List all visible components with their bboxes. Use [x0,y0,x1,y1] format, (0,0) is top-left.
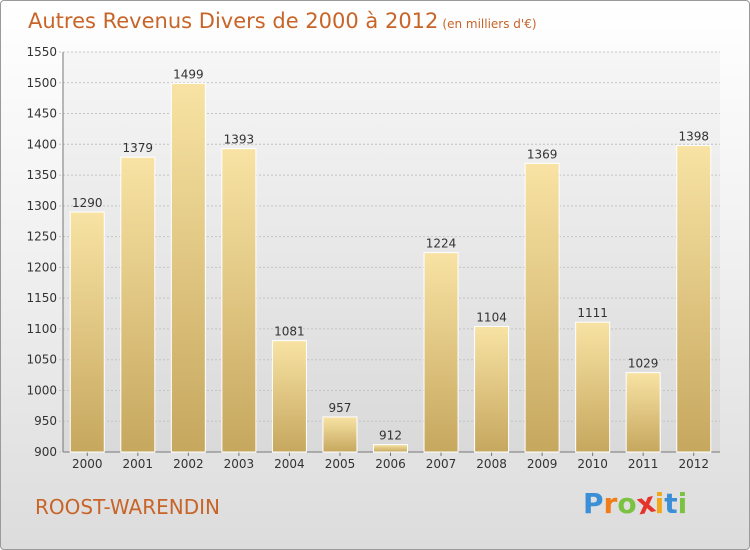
bar-2004 [271,340,307,453]
logo-letter: o [617,487,637,520]
x-tick-label-2002: 2002 [173,457,204,471]
x-tick-label-2012: 2012 [678,457,709,471]
bar-2007 [423,252,459,453]
data-label-2010: 1111 [577,306,608,320]
location-name: ROOST-WARENDIN [35,495,220,519]
data-label-2011: 1029 [628,357,659,371]
bar-2008 [474,325,510,453]
bar-2000 [69,211,105,453]
proxiti-logo: Proxiti [583,485,688,521]
data-label-2008: 1104 [476,310,507,324]
y-tick-label: 1500 [26,76,57,90]
y-tick-label: 1000 [26,383,57,397]
data-label-2007: 1224 [426,237,457,251]
bar-2012 [676,145,712,453]
logo-letter: r [603,487,618,520]
x-tick-label-2001: 2001 [123,457,154,471]
bar-2009 [524,162,560,453]
y-tick-label: 1350 [26,168,57,182]
logo-letter: P [583,487,604,520]
bar-2003 [221,148,257,453]
x-tick-label-2004: 2004 [274,457,305,471]
x-tick-label-2011: 2011 [628,457,659,471]
bar-2002 [170,82,206,453]
bar-2001 [120,156,156,453]
y-tick-label: 1550 [26,45,57,59]
y-tick-label: 1450 [26,107,57,121]
bar-2010 [575,321,611,453]
y-tick-label: 1400 [26,137,57,151]
x-tick-label-2010: 2010 [577,457,608,471]
data-label-2012: 1398 [678,130,709,144]
x-tick-label-2003: 2003 [224,457,255,471]
y-tick-label: 1100 [26,322,57,336]
data-label-2002: 1499 [173,67,204,81]
y-tick-label: 1050 [26,353,57,367]
data-label-2005: 957 [329,401,352,415]
chart-title: Autres Revenus Divers de 2000 à 2012 (en … [28,9,537,33]
x-tick-label-2009: 2009 [527,457,558,471]
x-tick-label-2008: 2008 [476,457,507,471]
bar-2005 [322,416,358,453]
data-label-2009: 1369 [527,147,558,161]
x-tick-label-2005: 2005 [325,457,356,471]
bar-2006 [373,444,408,453]
y-tick-label: 1250 [26,230,57,244]
bar-2011 [625,372,661,453]
logo-letter: i [654,487,665,520]
plot-area [63,52,720,452]
x-tick-label-2000: 2000 [72,457,103,471]
y-tick-label: 1150 [26,291,57,305]
y-tick-label: 1200 [26,260,57,274]
data-label-2003: 1393 [224,133,255,147]
data-label-2001: 1379 [123,141,154,155]
x-tick-label-2006: 2006 [375,457,406,471]
y-tick-label: 900 [34,445,57,459]
logo-letter: i [677,487,688,520]
y-tick-label: 950 [34,414,57,428]
logo-letter: t [664,487,678,520]
title-text: Autres Revenus Divers de 2000 à 2012 [28,9,439,33]
data-label-2006: 912 [379,429,402,443]
x-tick-label-2007: 2007 [426,457,457,471]
chart-subtitle: (en milliers d'€) [442,17,537,31]
data-label-2004: 1081 [274,325,305,339]
y-tick-label: 1300 [26,199,57,213]
data-label-2000: 1290 [72,196,103,210]
